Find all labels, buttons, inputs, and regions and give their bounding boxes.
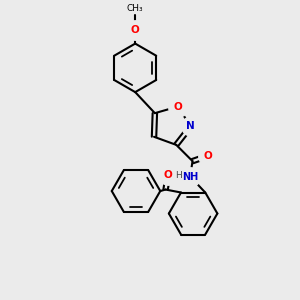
Text: N: N [186, 121, 195, 131]
Text: O: O [131, 25, 140, 35]
Text: O: O [203, 151, 212, 161]
Text: O: O [173, 102, 182, 112]
Text: H: H [176, 171, 182, 180]
Text: NH: NH [182, 172, 198, 182]
Text: O: O [164, 170, 172, 180]
Text: CH₃: CH₃ [127, 4, 143, 13]
